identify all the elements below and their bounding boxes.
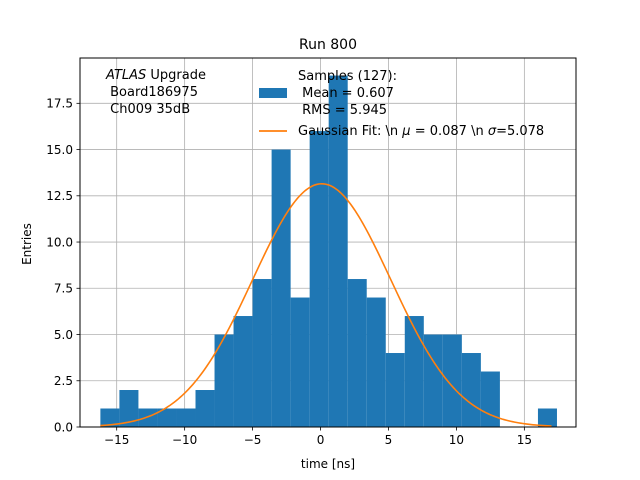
- histogram-bar: [195, 390, 215, 427]
- y-tick-label: 0.0: [54, 420, 73, 434]
- histogram-bar: [100, 408, 120, 427]
- legend-fit-part: Gaussian Fit: \n: [298, 124, 402, 139]
- histogram-bar: [537, 408, 557, 427]
- atlas-annotation-upgrade: Upgrade: [146, 68, 206, 83]
- legend-fit-part: =5.078: [496, 124, 544, 139]
- histogram-bar: [328, 75, 348, 428]
- y-tick-label: 10.0: [46, 235, 73, 249]
- histogram-bar: [119, 390, 139, 427]
- x-axis-label: time [ns]: [301, 457, 355, 471]
- histogram-bar: [290, 297, 310, 427]
- legend-fit-sigma-symbol: σ: [488, 124, 497, 139]
- atlas-annotation-italic: ATLAS: [105, 68, 146, 83]
- histogram-bar: [271, 149, 291, 427]
- y-tick-label: 17.5: [46, 97, 73, 111]
- legend-histogram-label: Samples (127):: [298, 69, 397, 84]
- x-axis-ticks: −15 −10 −5 0 5 10 15: [104, 427, 532, 447]
- y-tick-label: 12.5: [46, 189, 73, 203]
- legend-histogram-swatch: [259, 88, 287, 98]
- y-tick-label: 2.5: [54, 374, 73, 388]
- x-tick-label: 10: [449, 433, 464, 447]
- x-tick-label: 15: [517, 433, 532, 447]
- x-tick-label: −5: [244, 433, 262, 447]
- legend-fit-part: = 0.087 \n: [411, 124, 488, 139]
- histogram-bars: [100, 75, 557, 428]
- histogram-bar: [214, 334, 234, 427]
- histogram-bar: [233, 316, 253, 427]
- histogram-bar: [480, 371, 500, 427]
- legend: Samples (127): Mean = 0.607 RMS = 5.945 …: [259, 69, 544, 139]
- y-tick-label: 7.5: [54, 282, 73, 296]
- y-tick-label: 5.0: [54, 328, 73, 342]
- x-tick-label: −15: [104, 433, 129, 447]
- legend-fit-mu-symbol: μ: [401, 124, 410, 139]
- atlas-annotation-channel: Ch009 35dB: [106, 102, 190, 117]
- histogram-bar: [309, 131, 329, 427]
- histogram-bar: [176, 408, 196, 427]
- y-axis-label: Entries: [20, 223, 34, 265]
- histogram-bar: [138, 408, 158, 427]
- x-tick-label: −10: [172, 433, 197, 447]
- chart-title: Run 800: [299, 37, 357, 53]
- legend-fit-label: Gaussian Fit: \n μ = 0.087 \n σ=5.078: [298, 124, 544, 139]
- histogram-bar: [461, 353, 481, 427]
- histogram-bar: [347, 279, 367, 427]
- x-tick-label: 5: [385, 433, 393, 447]
- histogram-bar: [157, 408, 177, 427]
- gaussian-fit-layer: [100, 182, 552, 427]
- legend-histogram-rms: RMS = 5.945: [298, 103, 387, 118]
- y-tick-label: 15.0: [46, 143, 73, 157]
- histogram-bar: [385, 353, 405, 427]
- histogram-bar: [404, 316, 424, 427]
- axes-frame: [79, 57, 577, 428]
- histogram-bar: [423, 334, 443, 427]
- atlas-annotation-line-1: ATLAS Upgrade: [105, 68, 206, 83]
- y-axis-ticks: 0.0 2.5 5.0 7.5 10.0 12.5 15.0 17.5: [46, 97, 80, 434]
- gaussian-fit-curve: [100, 182, 552, 427]
- histogram-bar: [442, 334, 462, 427]
- x-tick-label: 0: [317, 433, 325, 447]
- histogram-bar: [252, 279, 272, 427]
- legend-histogram-mean: Mean = 0.607: [298, 86, 394, 101]
- atlas-annotation-board: Board186975: [106, 85, 198, 100]
- histogram-bar: [366, 297, 386, 427]
